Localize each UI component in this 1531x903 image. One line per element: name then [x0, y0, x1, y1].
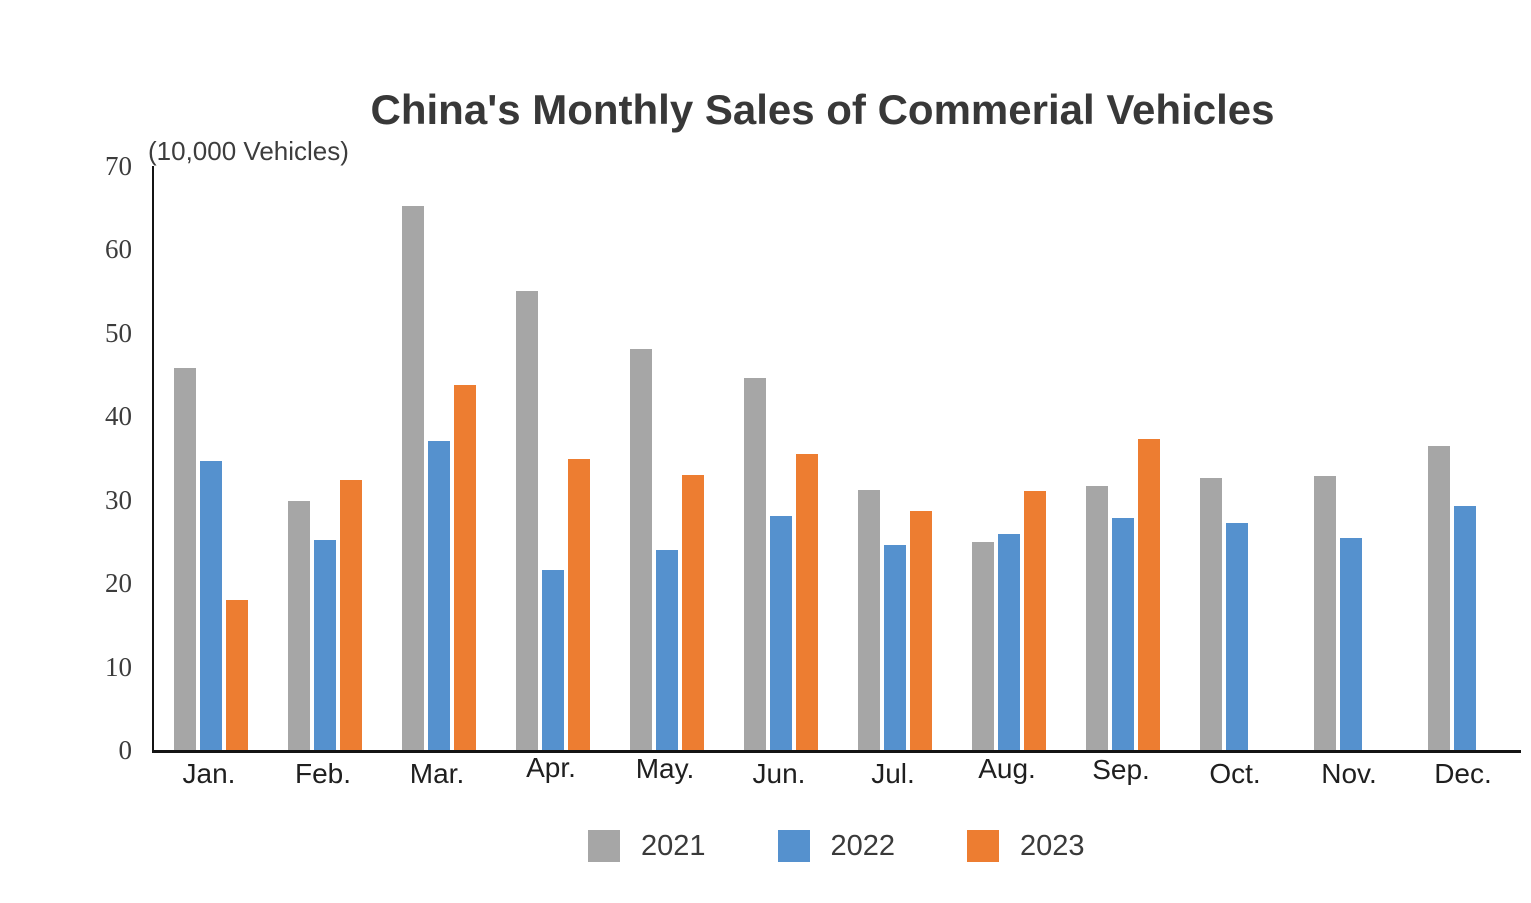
bar-2021-oct [1200, 478, 1222, 750]
y-tick-label-0: 0 [118, 735, 133, 765]
bar-2023-sep [1138, 439, 1160, 750]
bar-2022-jun [770, 516, 792, 750]
x-tick-label-jul: Jul. [871, 758, 915, 789]
bar-2021-jun [744, 378, 766, 750]
bar-2021-dec [1428, 446, 1450, 750]
y-tick-label-40: 40 [105, 401, 132, 431]
bar-2023-jun [796, 454, 818, 750]
bar-2023-may [682, 475, 704, 750]
legend-swatch-icon [967, 830, 1000, 862]
bar-2023-mar [454, 385, 476, 750]
bar-2022-mar [428, 441, 450, 750]
legend: 2021 2022 2023 [588, 830, 1085, 862]
bar-2022-may [656, 550, 678, 750]
legend-swatch-icon [777, 830, 810, 862]
x-tick-label-may: May. [635, 753, 695, 784]
legend-label: 2023 [1020, 830, 1085, 862]
bar-2022-jul [884, 545, 906, 750]
bar-2021-aug [972, 542, 994, 750]
legend-swatch-icon [588, 830, 620, 862]
x-tick-label-nov: Nov. [1321, 758, 1377, 789]
bar-2022-nov [1340, 538, 1362, 750]
y-tick-label-20: 20 [105, 568, 132, 598]
bar-2021-jul [858, 490, 880, 750]
bar-2023-jan [226, 600, 248, 750]
chart-title: China's Monthly Sales of Commerial Vehic… [370, 86, 1275, 133]
x-tick-label-oct: Oct. [1209, 758, 1261, 789]
bar-2023-aug [1024, 491, 1046, 750]
bar-2021-jan [174, 368, 196, 750]
x-tick-label-dec: Dec. [1434, 758, 1492, 789]
bar-2023-jul [910, 511, 932, 750]
bar-2022-oct [1226, 523, 1248, 750]
bar-2021-sep [1086, 486, 1108, 750]
legend-item-2023: 2023 [967, 830, 1085, 862]
bar-2022-feb [314, 540, 336, 750]
x-tick-label-aug: Aug. [978, 753, 1036, 784]
bar-2023-apr [568, 459, 590, 750]
bar-2022-jan [200, 461, 222, 750]
bar-2021-mar [402, 206, 424, 750]
y-tick-label-70: 70 [105, 151, 132, 181]
y-axis-unit-label: (10,000 Vehicles) [148, 136, 349, 166]
x-tick-label-sep: Sep. [1092, 754, 1150, 785]
bar-2022-aug [998, 534, 1020, 750]
legend-label: 2022 [830, 830, 896, 862]
y-tick-label-60: 60 [105, 234, 132, 264]
legend-item-2021: 2021 [588, 830, 706, 862]
bar-2021-apr [516, 291, 538, 750]
bar-2023-feb [340, 480, 362, 750]
bar-2021-may [630, 349, 652, 750]
x-tick-label-jun: Jun. [752, 758, 806, 789]
x-tick-label-jan: Jan. [182, 758, 236, 789]
y-tick-label-50: 50 [105, 318, 132, 348]
y-tick-label-30: 30 [105, 485, 132, 515]
bar-2022-apr [542, 570, 564, 750]
x-tick-label-mar: Mar. [409, 758, 465, 789]
bar-2022-sep [1112, 518, 1134, 750]
bar-2022-dec [1454, 506, 1476, 750]
legend-item-2022: 2022 [777, 830, 896, 862]
x-tick-label-apr: Apr. [526, 752, 576, 783]
x-tick-label-feb: Feb. [294, 758, 352, 789]
plot-area [152, 166, 1521, 753]
legend-label: 2021 [641, 830, 706, 862]
bar-2021-feb [288, 501, 310, 750]
bar-2021-nov [1314, 476, 1336, 750]
y-tick-label-10: 10 [105, 652, 132, 682]
